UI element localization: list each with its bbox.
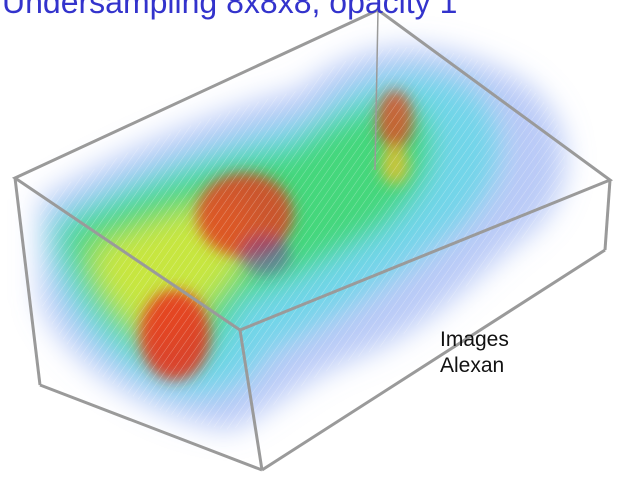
slide-title: Undersampling 8x8x8, opacity 1 [2, 0, 457, 21]
credit-line: Alexan [440, 354, 504, 378]
slide: Undersampling 8x8x8, opacity 1 Images Al… [0, 0, 617, 478]
credit-line: Images [440, 328, 509, 352]
flow-visualization [0, 0, 617, 478]
